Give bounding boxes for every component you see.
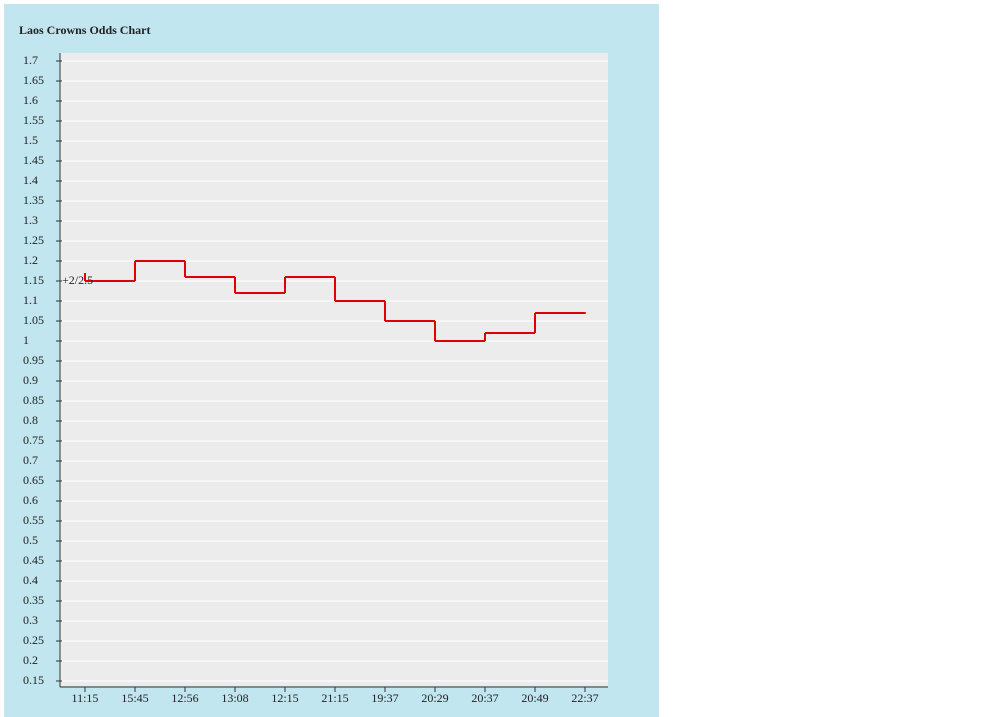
y-tick-label: 1.65 — [23, 73, 44, 87]
x-tick-label: 22:37 — [571, 691, 598, 705]
y-tick-label: 0.95 — [23, 353, 44, 367]
annotation: +2/2.5 — [62, 273, 93, 287]
y-tick-label: 0.5 — [23, 533, 38, 547]
y-tick-label: 0.9 — [23, 373, 38, 387]
y-tick-label: 1.55 — [23, 113, 44, 127]
y-tick-label: 0.75 — [23, 433, 44, 447]
y-tick-label: 1.3 — [23, 213, 38, 227]
x-tick-label: 20:49 — [521, 691, 548, 705]
x-tick-label: 20:37 — [471, 691, 498, 705]
step-point — [584, 312, 586, 314]
chart-title: Laos Crowns Odds Chart — [19, 23, 150, 37]
y-tick-label: 1.25 — [23, 233, 44, 247]
x-tick-label: 20:29 — [421, 691, 448, 705]
y-tick-label: 0.2 — [23, 653, 38, 667]
y-tick-label: 0.4 — [23, 573, 38, 587]
y-tick-label: 0.35 — [23, 593, 44, 607]
y-tick-label: 1.15 — [23, 273, 44, 287]
y-tick-label: 0.45 — [23, 553, 44, 567]
y-tick-label: 0.15 — [23, 673, 44, 687]
x-tick-label: 11:15 — [72, 691, 99, 705]
y-tick-label: 0.25 — [23, 633, 44, 647]
y-tick-label: 1.2 — [23, 253, 38, 267]
y-tick-label: 1.45 — [23, 153, 44, 167]
y-tick-label: 1 — [23, 333, 29, 347]
plot-area — [60, 53, 608, 686]
y-tick-label: 0.85 — [23, 393, 44, 407]
y-tick-label: 1.4 — [23, 173, 38, 187]
y-tick-label: 0.55 — [23, 513, 44, 527]
y-tick-label: 0.6 — [23, 493, 38, 507]
y-tick-label: 1.1 — [23, 293, 38, 307]
y-tick-label: 0.65 — [23, 473, 44, 487]
x-tick-label: 12:15 — [271, 691, 298, 705]
y-tick-label: 1.7 — [23, 53, 38, 67]
x-tick-label: 13:08 — [221, 691, 248, 705]
y-tick-label: 0.8 — [23, 413, 38, 427]
y-tick-label: 1.05 — [23, 313, 44, 327]
y-tick-label: 1.5 — [23, 133, 38, 147]
x-tick-label: 12:56 — [171, 691, 198, 705]
x-tick-label: 19:37 — [371, 691, 398, 705]
y-tick-label: 1.35 — [23, 193, 44, 207]
y-tick-label: 0.7 — [23, 453, 38, 467]
y-tick-label: 1.6 — [23, 93, 38, 107]
y-tick-label: 0.3 — [23, 613, 38, 627]
x-tick-label: 21:15 — [321, 691, 348, 705]
x-tick-label: 15:45 — [121, 691, 148, 705]
